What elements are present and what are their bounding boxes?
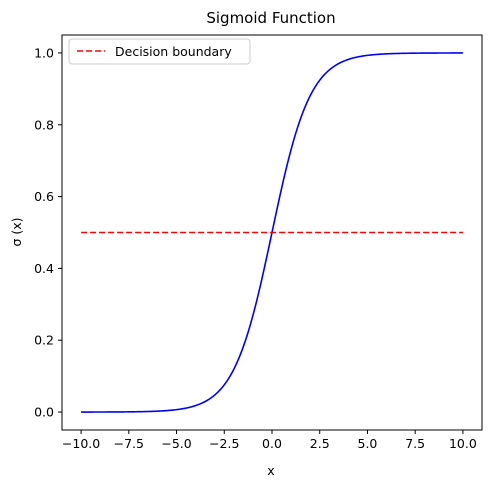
chart-title: Sigmoid Function xyxy=(206,9,335,27)
y-tick-label: 0.6 xyxy=(34,189,54,204)
y-tick-label: 0.0 xyxy=(34,405,54,420)
x-tick-label: 2.5 xyxy=(310,436,330,451)
x-tick-label: 10.0 xyxy=(449,436,477,451)
y-tick-label: 1.0 xyxy=(34,45,54,60)
x-tick-label: 5.0 xyxy=(358,436,378,451)
y-axis-label: σ (x) xyxy=(9,217,24,246)
y-tick-label: 0.8 xyxy=(34,117,54,132)
y-axis-ticks: 0.0 0.2 0.4 0.6 0.8 1.0 xyxy=(34,45,62,420)
x-tick-label: −5.0 xyxy=(161,436,191,451)
x-tick-label: −2.5 xyxy=(209,436,239,451)
x-tick-label: −10.0 xyxy=(62,436,100,451)
y-tick-label: 0.2 xyxy=(34,333,54,348)
legend: Decision boundary xyxy=(68,38,251,65)
plot-lines xyxy=(81,52,463,413)
legend-label-decision-boundary: Decision boundary xyxy=(115,44,232,59)
x-tick-label: 0.0 xyxy=(262,436,282,451)
legend-box xyxy=(68,38,251,65)
x-axis-ticks: −10.0 −7.5 −5.0 −2.5 0.0 2.5 5.0 7.5 10.0 xyxy=(62,430,477,451)
x-axis-label: x xyxy=(267,463,274,478)
x-tick-label: 7.5 xyxy=(405,436,425,451)
y-tick-label: 0.4 xyxy=(34,261,54,276)
x-tick-label: −7.5 xyxy=(114,436,144,451)
